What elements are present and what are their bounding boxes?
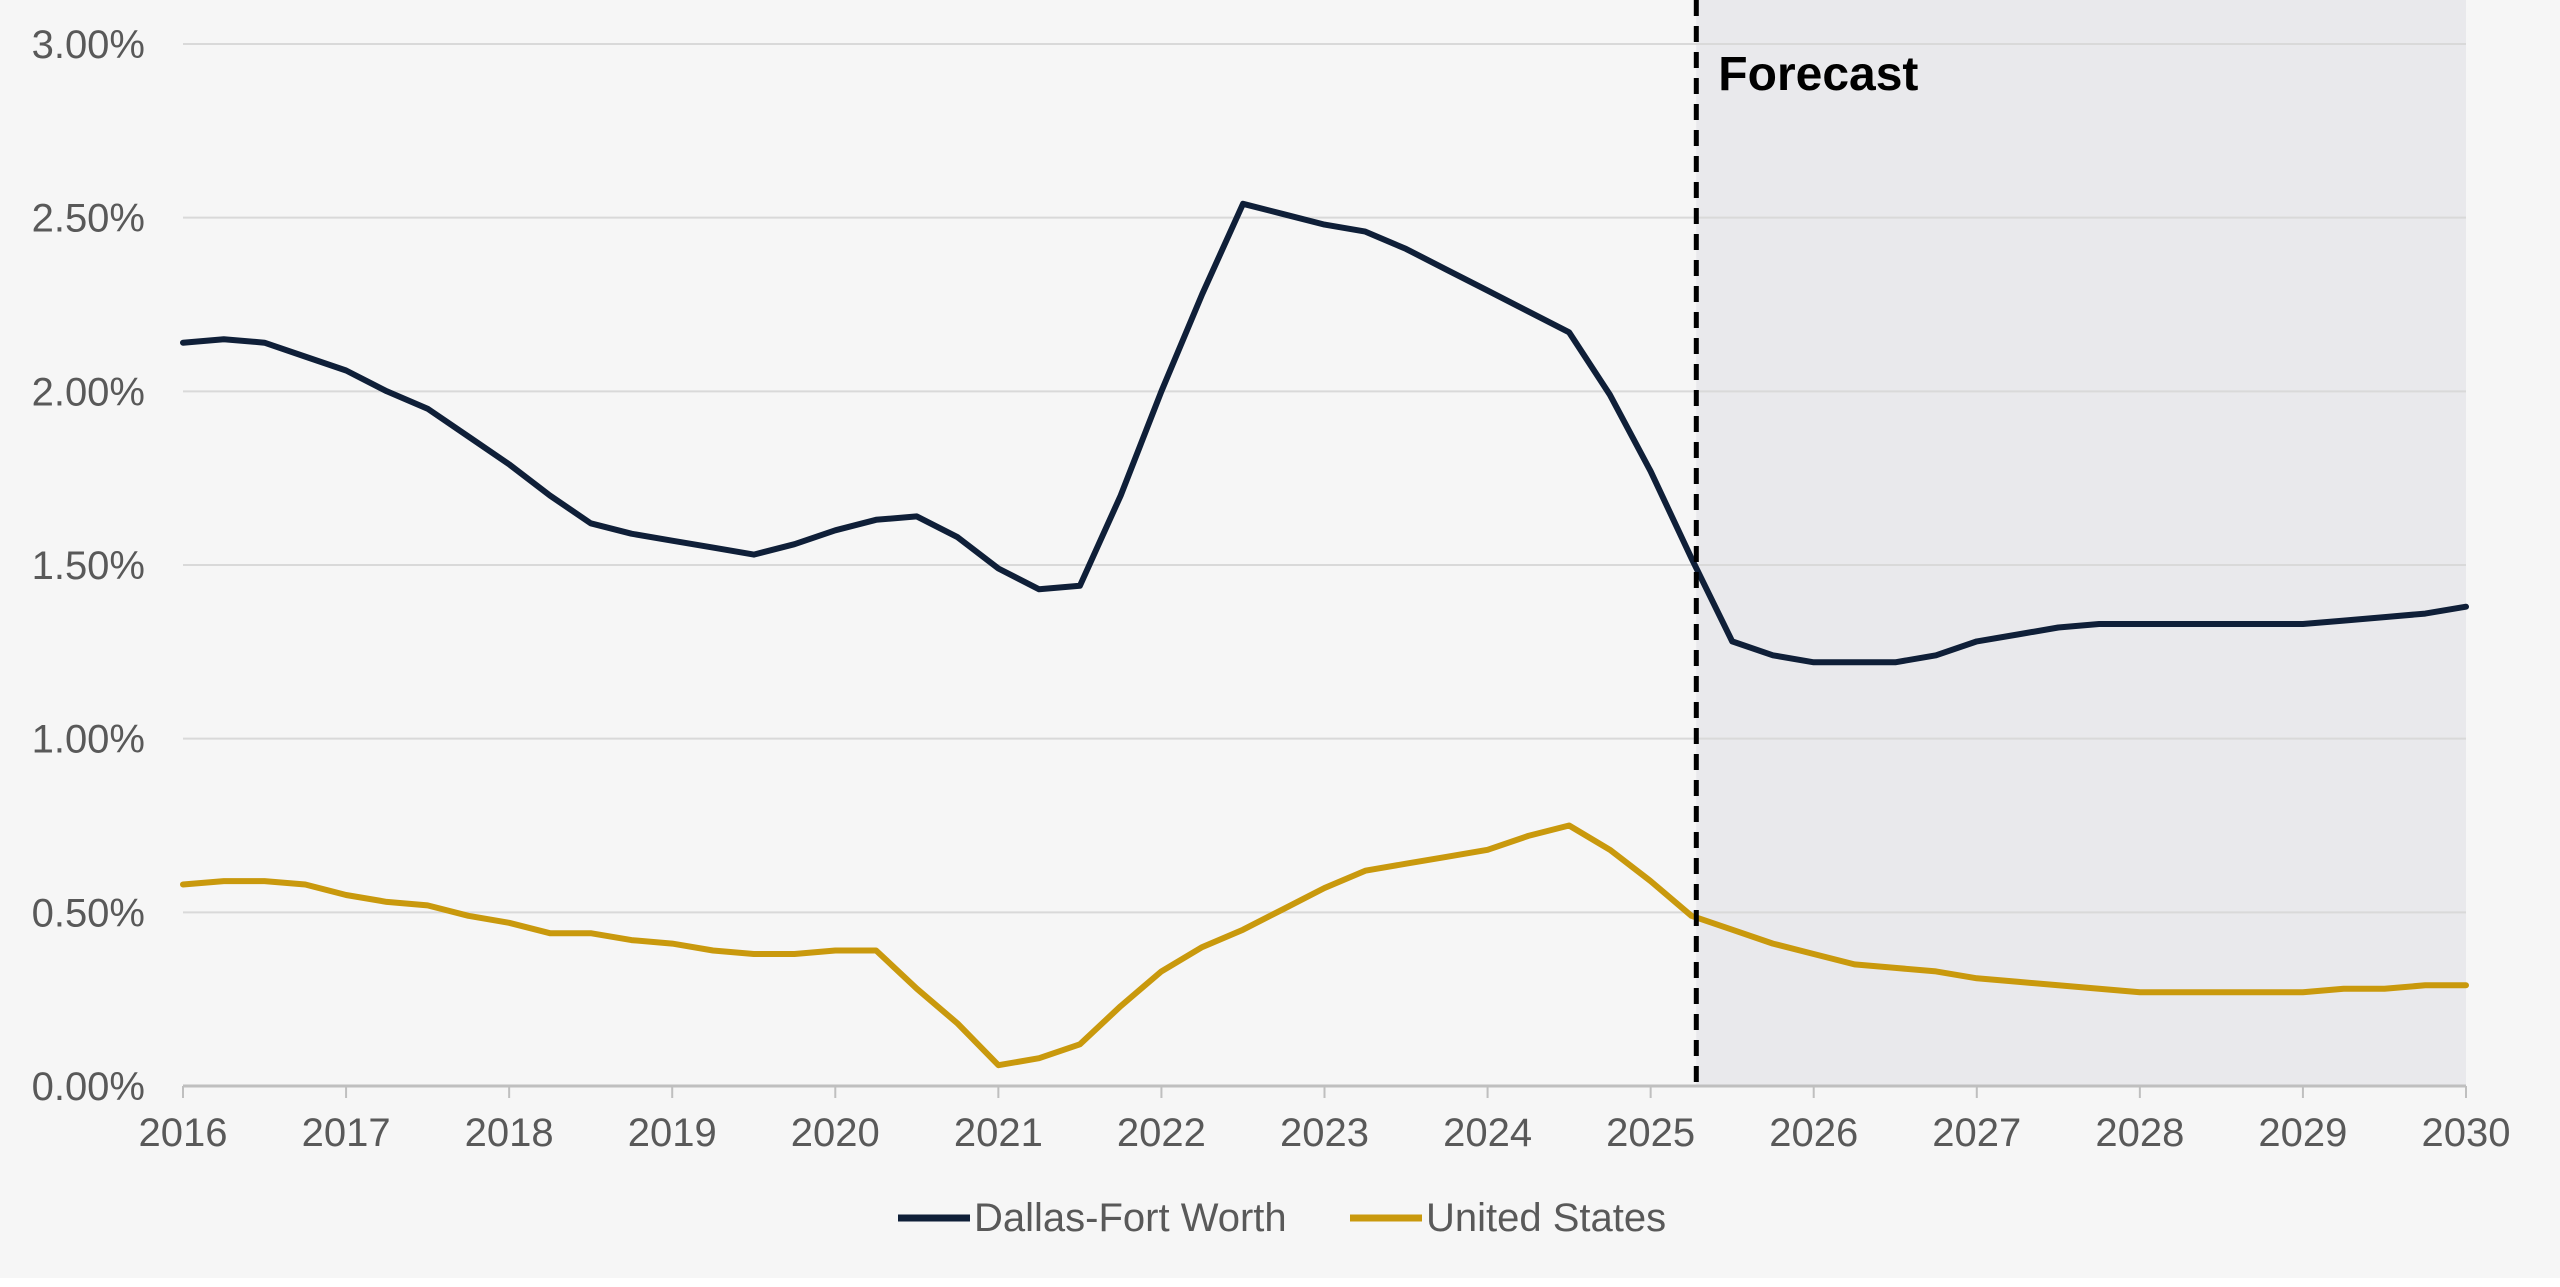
- x-tick-label: 2020: [791, 1111, 880, 1155]
- legend: Dallas-Fort Worth United States: [898, 1196, 1666, 1240]
- x-tick-label: 2029: [2258, 1111, 2347, 1155]
- y-tick-label: 0.00%: [32, 1065, 145, 1109]
- x-tick-label: 2030: [2422, 1111, 2511, 1155]
- x-axis-ticks: 2016 2017 2018 2019 2020 2021 2022 2023 2024 2025…: [139, 1086, 2511, 1155]
- forecast-label: Forecast: [1718, 48, 1918, 101]
- y-tick-label: 1.00%: [32, 718, 145, 762]
- x-tick-label: 2025: [1606, 1111, 1695, 1155]
- x-tick-label: 2023: [1280, 1111, 1369, 1155]
- forecast-shading: [1696, 0, 2466, 1086]
- legend-label: Dallas-Fort Worth: [974, 1196, 1287, 1240]
- y-axis-ticks: 0.00% 0.50% 1.00% 1.50% 2.00% 2.50% 3.00%: [32, 23, 145, 1109]
- x-tick-label: 2022: [1117, 1111, 1206, 1155]
- gridlines: [183, 43, 2466, 1088]
- series-line-dallas-fort-worth: [180, 200, 2469, 666]
- x-tick-label: 2019: [628, 1111, 717, 1155]
- x-tick-label: 2026: [1769, 1111, 1858, 1155]
- x-tick-label: 2021: [954, 1111, 1043, 1155]
- y-tick-label: 1.50%: [32, 544, 145, 588]
- y-tick-label: 3.00%: [32, 23, 145, 67]
- series-lines: [180, 200, 2469, 1069]
- x-tick-label: 2018: [465, 1111, 554, 1155]
- x-tick-label: 2016: [139, 1111, 228, 1155]
- y-tick-label: 0.50%: [32, 891, 145, 935]
- y-tick-label: 2.00%: [32, 370, 145, 414]
- x-tick-label: 2028: [2095, 1111, 2184, 1155]
- series-line-united-states: [180, 822, 2469, 1069]
- y-tick-label: 2.50%: [32, 197, 145, 241]
- x-tick-label: 2017: [302, 1111, 391, 1155]
- x-tick-label: 2027: [1932, 1111, 2021, 1155]
- legend-label: United States: [1426, 1196, 1666, 1240]
- x-tick-label: 2024: [1443, 1111, 1532, 1155]
